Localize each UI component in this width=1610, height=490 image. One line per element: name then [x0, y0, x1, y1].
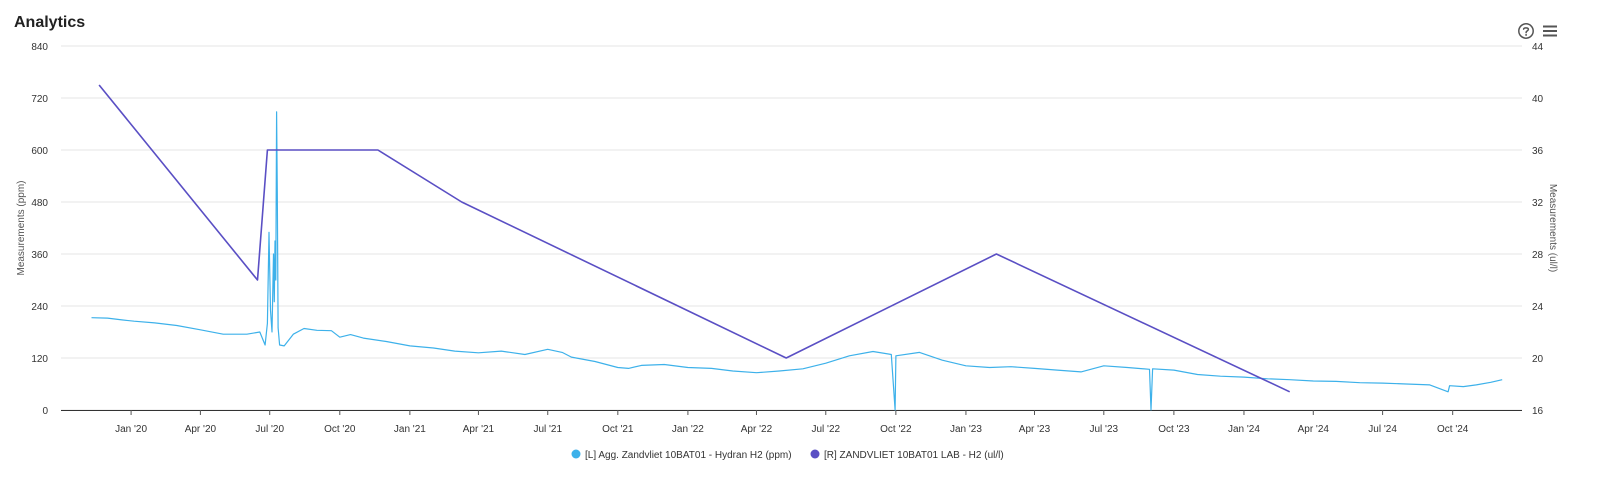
x-tick-label: Jul '21: [533, 424, 562, 435]
legend-marker: [571, 449, 581, 459]
grid: [61, 45, 1522, 411]
y-right-tick-label: 16: [1532, 406, 1544, 417]
series-line-right-lab-h2: [98, 84, 1291, 393]
y-right-tick-label: 36: [1532, 146, 1544, 157]
x-tick-label: Apr '23: [1019, 424, 1051, 435]
help-icon[interactable]: [1517, 22, 1535, 40]
x-tick-label: Jan '22: [672, 424, 704, 435]
x-tick-label: Jan '20: [115, 424, 147, 435]
x-tick-label: Oct '22: [880, 424, 912, 435]
panel-title: Analytics: [14, 14, 86, 31]
x-tick-label: Oct '23: [1158, 424, 1190, 435]
y-right-tick-label: 24: [1532, 302, 1544, 313]
y-left-axis-title: Measurements (ppm): [16, 180, 27, 275]
y-left-tick-label: 240: [31, 302, 48, 313]
y-left-tick-label: 120: [31, 354, 48, 365]
x-tick-label: Apr '22: [741, 424, 773, 435]
x-tick-label: Oct '24: [1437, 424, 1469, 435]
x-tick-label: Jan '21: [394, 424, 426, 435]
series-line-left-hydran-h2: [91, 111, 1503, 411]
legend-marker: [810, 449, 820, 459]
x-tick-label: Jul '20: [255, 424, 284, 435]
x-tick-label: Jul '23: [1090, 424, 1119, 435]
x-tick-label: Apr '21: [463, 424, 495, 435]
y-left-tick-label: 840: [31, 42, 48, 53]
y-right-tick-label: 40: [1532, 94, 1544, 105]
y-right-tick-label: 32: [1532, 198, 1544, 209]
y-right-tick-label: 44: [1532, 42, 1544, 53]
legend-label: [L] Agg. Zandvliet 10BAT01 - Hydran H2 (…: [585, 450, 792, 461]
legend-item-left-series[interactable]: [L] Agg. Zandvliet 10BAT01 - Hydran H2 (…: [571, 449, 792, 462]
x-tick-label: Oct '20: [324, 424, 356, 435]
y-left-tick-label: 0: [42, 406, 48, 417]
y-left-tick-label: 360: [31, 250, 48, 261]
y-right-axis-title: Measurements (ul/l): [1547, 184, 1558, 272]
y-left-tick-label: 480: [31, 198, 48, 209]
x-tick-label: Jul '22: [811, 424, 840, 435]
y-right-tick-label: 20: [1532, 354, 1544, 365]
x-tick-label: Apr '20: [185, 424, 217, 435]
x-tick-label: Jul '24: [1368, 424, 1397, 435]
y-right-tick-label: 28: [1532, 250, 1544, 261]
x-tick-label: Jan '24: [1228, 424, 1260, 435]
x-tick-label: Oct '21: [602, 424, 634, 435]
menu-icon[interactable]: [1541, 22, 1559, 40]
x-tick-label: Jan '23: [950, 424, 982, 435]
legend-label: [R] ZANDVLIET 10BAT01 LAB - H2 (ul/l): [824, 450, 1004, 461]
y-left-tick-label: 600: [31, 146, 48, 157]
x-tick-label: Apr '24: [1298, 424, 1330, 435]
y-left-tick-label: 720: [31, 94, 48, 105]
legend-item-right-series[interactable]: [R] ZANDVLIET 10BAT01 LAB - H2 (ul/l): [810, 449, 1004, 462]
